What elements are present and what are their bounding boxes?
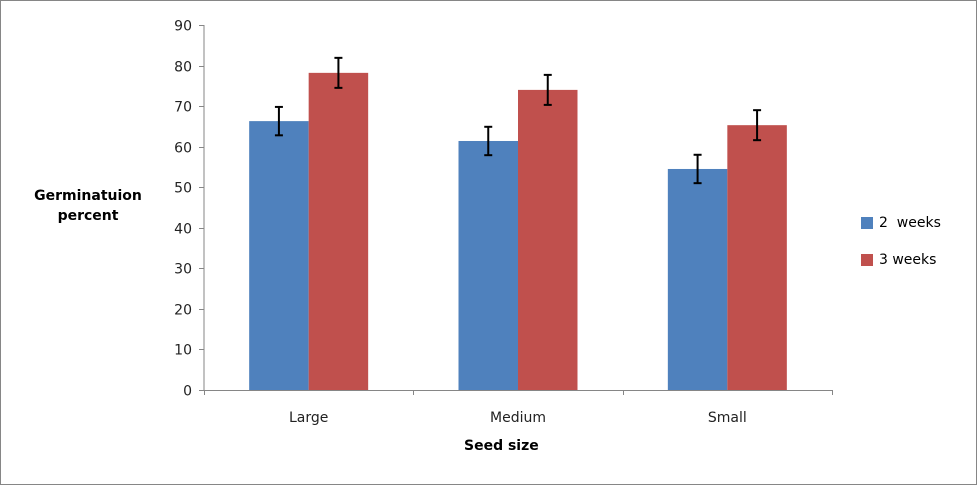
y-tick-label: 10 <box>174 343 192 359</box>
x-axis-label: Seed size <box>464 438 539 454</box>
bar <box>308 72 369 390</box>
legend: 2 weeks 3 weeks <box>861 213 941 287</box>
y-tick-label: 80 <box>174 60 192 76</box>
y-tick-label: 30 <box>174 262 192 278</box>
y-tick-label: 0 <box>183 384 192 400</box>
x-tick-label: Small <box>708 410 747 426</box>
bar <box>458 140 518 390</box>
x-tick-label: Large <box>289 410 328 426</box>
x-tick-label: Medium <box>490 410 546 426</box>
y-tick-label: 40 <box>174 222 192 238</box>
y-axis-label-line2: percent <box>57 208 119 224</box>
y-tick-label: 50 <box>174 181 192 197</box>
y-tick-label: 90 <box>174 19 192 35</box>
bar <box>518 89 578 390</box>
y-axis-label: Germinatuion percent <box>23 186 153 226</box>
y-axis-label-line1: Germinatuion <box>34 188 142 204</box>
y-tick-label: 70 <box>174 100 192 116</box>
legend-label-2-weeks: 2 weeks <box>879 215 941 231</box>
legend-item-2-weeks: 2 weeks <box>861 213 941 233</box>
y-tick-label: 60 <box>174 141 192 157</box>
legend-item-3-weeks: 3 weeks <box>861 250 941 270</box>
bar <box>667 168 728 390</box>
bar <box>727 125 787 390</box>
bar <box>249 121 309 390</box>
legend-swatch-2-weeks <box>861 217 873 229</box>
y-tick-label: 20 <box>174 303 192 319</box>
legend-label-3-weeks: 3 weeks <box>879 252 937 268</box>
legend-swatch-3-weeks <box>861 254 873 266</box>
